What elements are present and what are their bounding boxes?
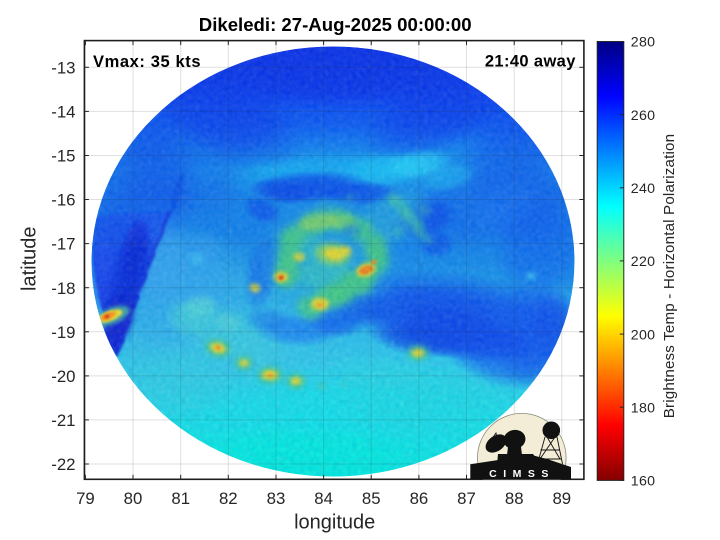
svg-text:88: 88 bbox=[505, 489, 524, 508]
svg-text:84: 84 bbox=[314, 489, 333, 508]
svg-text:-21: -21 bbox=[51, 411, 75, 430]
svg-text:260: 260 bbox=[631, 108, 656, 124]
svg-text:83: 83 bbox=[267, 489, 286, 508]
svg-text:longitude: longitude bbox=[294, 511, 375, 533]
svg-text:87: 87 bbox=[457, 489, 476, 508]
svg-text:-22: -22 bbox=[51, 455, 75, 474]
svg-text:240: 240 bbox=[631, 181, 656, 197]
svg-text:-20: -20 bbox=[51, 367, 75, 386]
svg-text:-18: -18 bbox=[51, 279, 75, 298]
svg-text:CIMSS: CIMSS bbox=[489, 468, 555, 480]
svg-text:-17: -17 bbox=[51, 235, 75, 254]
svg-text:79: 79 bbox=[76, 489, 95, 508]
svg-text:220: 220 bbox=[631, 254, 656, 270]
svg-text:81: 81 bbox=[171, 489, 190, 508]
svg-text:200: 200 bbox=[631, 327, 656, 343]
svg-text:85: 85 bbox=[362, 489, 381, 508]
svg-text:82: 82 bbox=[219, 489, 238, 508]
svg-text:-19: -19 bbox=[51, 323, 75, 342]
svg-text:-15: -15 bbox=[51, 147, 75, 166]
svg-text:21:40 away: 21:40 away bbox=[485, 52, 576, 70]
svg-text:-14: -14 bbox=[51, 103, 75, 122]
svg-text:Brightness Temp - Horizontal P: Brightness Temp - Horizontal Polarizatio… bbox=[661, 134, 678, 418]
svg-text:latitude: latitude bbox=[18, 226, 40, 291]
svg-text:280: 280 bbox=[631, 35, 656, 51]
svg-text:80: 80 bbox=[124, 489, 143, 508]
svg-text:Dikeledi: 27-Aug-2025 00:00:00: Dikeledi: 27-Aug-2025 00:00:00 bbox=[199, 14, 472, 35]
svg-text:-16: -16 bbox=[51, 191, 75, 210]
svg-text:-13: -13 bbox=[51, 58, 75, 77]
svg-text:160: 160 bbox=[631, 474, 656, 490]
svg-text:Vmax: 35 kts: Vmax: 35 kts bbox=[93, 53, 201, 71]
svg-text:86: 86 bbox=[410, 489, 429, 508]
svg-text:89: 89 bbox=[552, 489, 571, 508]
svg-text:180: 180 bbox=[631, 400, 656, 416]
